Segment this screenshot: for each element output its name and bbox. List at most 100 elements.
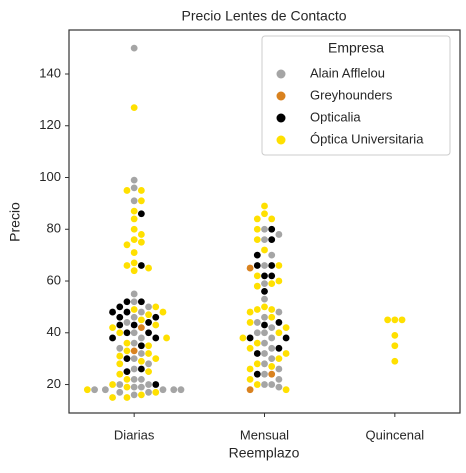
point [152, 303, 160, 311]
point [261, 329, 268, 337]
point [130, 391, 138, 399]
point [123, 329, 131, 337]
point [137, 357, 145, 365]
point [123, 241, 131, 249]
point [137, 298, 145, 306]
point [123, 375, 131, 383]
point [246, 365, 254, 373]
point [130, 306, 138, 313]
point [239, 334, 247, 342]
point [116, 388, 124, 396]
point [109, 381, 116, 388]
point [130, 44, 138, 52]
point [391, 357, 399, 365]
point [137, 187, 145, 194]
point [268, 381, 276, 388]
point [398, 316, 406, 324]
point [130, 329, 138, 337]
y-tick-label: 40 [47, 324, 61, 339]
point [253, 236, 261, 244]
y-tick-label: 80 [47, 221, 61, 236]
point [137, 324, 145, 332]
point [91, 386, 98, 394]
point [253, 319, 261, 326]
point [130, 347, 138, 355]
point [130, 313, 138, 321]
point [170, 386, 178, 394]
point [268, 225, 276, 233]
x-tick-label: Mensual [240, 427, 289, 442]
legend-label: Alain Afflelou [310, 65, 385, 80]
point [261, 381, 268, 388]
point [261, 280, 268, 288]
point [152, 313, 160, 321]
point [152, 321, 160, 329]
legend-title: Empresa [328, 40, 384, 56]
point [275, 375, 283, 383]
point [177, 386, 185, 394]
point [275, 319, 283, 326]
point [391, 331, 399, 339]
point [384, 316, 392, 324]
point [268, 236, 276, 244]
point [137, 316, 145, 324]
point [116, 370, 124, 378]
point [261, 339, 268, 347]
point [253, 225, 261, 233]
point [268, 251, 276, 259]
point [137, 308, 145, 316]
point [116, 344, 124, 352]
point [130, 215, 138, 223]
point [137, 383, 145, 391]
point [268, 272, 276, 280]
y-tick-label: 140 [39, 65, 61, 80]
point [130, 365, 138, 373]
point [275, 329, 283, 337]
point [130, 355, 138, 363]
point [137, 375, 145, 383]
x-tick-label: Diarias [114, 427, 155, 442]
point [253, 251, 261, 259]
point [253, 306, 261, 313]
point [253, 370, 261, 378]
point [261, 370, 268, 378]
legend-marker [276, 69, 286, 79]
point [116, 352, 124, 360]
legend-label: Óptica Universitaria [310, 131, 424, 146]
point [123, 355, 131, 363]
point [275, 231, 283, 238]
point [137, 210, 145, 218]
point [275, 277, 283, 285]
point [152, 381, 160, 388]
point [275, 365, 283, 373]
point [137, 231, 145, 238]
point [130, 207, 138, 215]
point [253, 381, 261, 388]
point [123, 187, 131, 194]
point [268, 324, 276, 332]
point [101, 386, 109, 394]
point [145, 388, 152, 396]
point [130, 249, 138, 256]
point [116, 381, 124, 388]
point [130, 375, 138, 383]
point [159, 308, 167, 316]
point [145, 360, 152, 368]
y-tick-label: 20 [47, 376, 61, 391]
point [391, 342, 399, 350]
point [130, 290, 138, 298]
point [253, 215, 261, 223]
point [268, 370, 276, 378]
point [130, 225, 138, 233]
point [145, 381, 152, 388]
point [261, 262, 268, 269]
point [253, 350, 261, 357]
point [268, 262, 276, 269]
point [268, 313, 276, 321]
point [275, 308, 283, 316]
point [246, 344, 254, 352]
point [261, 360, 268, 368]
point [253, 329, 261, 337]
point [116, 360, 124, 368]
